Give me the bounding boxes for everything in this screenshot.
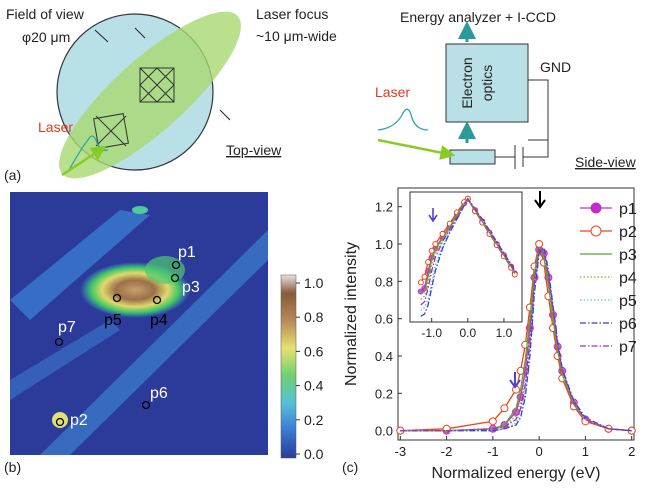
colorbar-label: 1.0 (304, 275, 324, 291)
map (10, 192, 268, 455)
leader (220, 110, 230, 120)
label: Laser (375, 84, 410, 100)
y-tick-label: 0.2 (375, 386, 393, 401)
pulse (378, 109, 428, 130)
label: Laser (38, 119, 73, 135)
legend-label: p7 (619, 339, 637, 356)
point-label: p7 (58, 319, 76, 336)
x-tick-label: 0.0 (459, 326, 476, 340)
y-tick-label: 0.8 (375, 274, 393, 289)
page: {"panel_a": {"label": "(a)", "field_of_v… (0, 0, 648, 489)
legend-label: p5 (619, 293, 637, 310)
x-tick-label: -1.0 (421, 326, 442, 340)
y-tick-label: 1.0 (375, 237, 393, 252)
data-point (426, 260, 431, 265)
data-point (422, 274, 427, 279)
colorbar-ticks: 0.0 0.2 0.4 0.6 0.8 1.0 (296, 275, 324, 462)
label: Energy analyzer + I-CCD (400, 9, 556, 25)
label: Electron (459, 57, 475, 108)
point-label: p1 (178, 244, 196, 261)
panel-a-side: Energy analyzer + I-CCD Electron optics … (375, 9, 637, 170)
point-label: p6 (150, 385, 168, 402)
colorbar-label: 0.4 (304, 378, 324, 394)
point-label: p2 (70, 412, 88, 429)
label: φ20 μm (22, 29, 70, 45)
y-tick-label: 0.4 (375, 349, 393, 364)
label: Side-view (575, 154, 637, 170)
colorbar-label: 0.0 (304, 446, 324, 462)
data-point (429, 248, 434, 253)
label: GND (540, 59, 571, 75)
y-axis-title: Normalized intensity (343, 242, 360, 386)
y-tick-label: 0.0 (375, 424, 393, 439)
legend-label: p1 (619, 201, 637, 218)
label: ~10 μm-wide (256, 28, 337, 44)
chart: -1.0 0.0 1.0 (410, 192, 522, 340)
panel-label: (b) (4, 459, 21, 475)
colorbar-label: 0.6 (304, 343, 324, 359)
panel-b: p1 p2 p3 p4 p5 p6 p7 0.00.20.40.60.81.0 … (4, 192, 324, 475)
figure: Field of view φ20 μm Laser focus ~10 μm-… (0, 0, 648, 489)
legend-label: p2 (619, 224, 637, 241)
laser-arrow (378, 140, 448, 154)
y-tick-label: 0.6 (375, 312, 393, 327)
panel-label: (c) (342, 459, 358, 475)
legend-label: p4 (619, 270, 637, 287)
label: optics (479, 65, 495, 102)
data-point (501, 405, 508, 412)
label: Laser focus (256, 6, 328, 22)
y-tick-label: 1.2 (375, 200, 393, 215)
data-point (489, 418, 496, 425)
colorbar-label: 0.2 (304, 412, 324, 428)
x-tick-label: 0 (536, 444, 543, 459)
x-tick-label: -1 (487, 444, 499, 459)
legend-label: p3 (619, 247, 637, 264)
legend-label: p6 (619, 316, 637, 333)
x-tick-label: 1 (582, 444, 589, 459)
legend-marker (591, 203, 601, 213)
data-point (418, 280, 423, 285)
point-label: p4 (150, 312, 168, 329)
label: Field of view (6, 6, 85, 22)
colorbar (281, 275, 296, 458)
legend-marker (591, 226, 601, 236)
map-hotspot (132, 206, 148, 214)
colorbar-label: 0.8 (304, 309, 324, 325)
label: Top-view (226, 142, 282, 158)
point-label: p3 (182, 279, 200, 296)
x-tick-label: 1.0 (496, 326, 513, 340)
panel-label: (a) (4, 167, 21, 183)
x-axis-title: Normalized energy (eV) (432, 465, 601, 482)
point-label: p5 (104, 312, 122, 329)
x-tick-label: -3 (395, 444, 407, 459)
panel-a-top: Field of view φ20 μm Laser focus ~10 μm-… (4, 0, 337, 201)
sample (450, 150, 495, 164)
panel-c: (c) -3 -2 -1 0 1 2 0.0 0.2 0.4 0.6 0.8 1.0 1.2 Normal… (342, 188, 637, 482)
x-tick-label: 2 (628, 444, 635, 459)
x-tick-label: -2 (441, 444, 453, 459)
